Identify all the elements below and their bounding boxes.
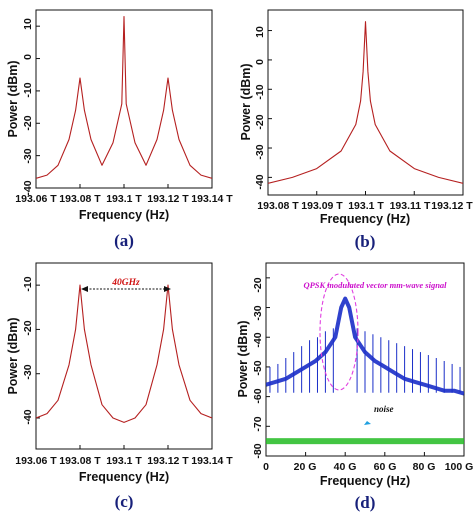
x-axis-label-d: Frequency (Hz) (320, 474, 410, 488)
panel-c: 40GHz 193.06 T 193.08 T 193.1 T 193.12 T… (6, 262, 233, 511)
x-tick-label-a-4: 193.12 T (147, 193, 189, 205)
spacing-annotation: 40GHz (111, 278, 140, 288)
x-axis-label-a: Frequency (Hz) (79, 208, 169, 222)
spacing-arrow-head-left (81, 286, 88, 292)
x-axis-label-c: Frequency (Hz) (79, 470, 169, 484)
x-tick-label-d-1: 0 (263, 461, 269, 473)
x-tick-label-b-3: 193.1 T (348, 200, 384, 212)
y-tick-label-a-3: -10 (22, 82, 34, 97)
x-axis-label-b: Frequency (Hz) (320, 212, 410, 226)
x-tick-label-c-5: 193.14 T (191, 455, 233, 467)
y-tick-label-d-2: -30 (252, 305, 264, 320)
panel-label-c: (c) (115, 492, 134, 511)
ticks-c (35, 284, 213, 449)
lines-c (36, 284, 212, 423)
panel-label-d: (d) (355, 493, 376, 512)
y-tick-label-d-4: -50 (252, 360, 264, 375)
y-tick-label-a-4: -20 (22, 115, 34, 130)
y-tick-label-c-4: -40 (22, 409, 34, 424)
panel-d: QPSK modulated vector mm-wave signal noi… (236, 262, 474, 512)
y-tick-label-d-3: -40 (252, 332, 264, 347)
x-tick-label-c-2: 193.08 T (59, 455, 101, 467)
panel-label-b: (b) (355, 232, 376, 251)
ticks-d (265, 277, 465, 457)
y-tick-label-d-6: -70 (252, 416, 264, 431)
signal-spectrum-line (266, 296, 464, 396)
x-tick-label-b-1: 193.08 T (257, 200, 299, 212)
y-tick-label-a-5: -30 (22, 148, 34, 163)
x-tick-label-d-2: 20 G (294, 461, 317, 473)
plot-area-a (36, 15, 212, 179)
y-tick-label-a-6: -40 (22, 180, 34, 195)
panel-label-a: (a) (114, 231, 134, 250)
signal-annotation: QPSK modulated vector mm-wave signal (303, 280, 447, 290)
spacing-arrow-head-right (164, 286, 171, 292)
x-tick-label-d-3: 40 G (334, 461, 357, 473)
y-tick-label-b-2: 0 (254, 59, 266, 65)
y-axis-label-b: Power (dBm) (239, 63, 253, 140)
lines-b (268, 21, 463, 184)
plot-area-c (36, 284, 212, 423)
y-tick-label-a-2: 0 (22, 54, 34, 60)
x-tick-label-b-4: 193.11 T (390, 200, 431, 212)
spectrum-line-c (36, 284, 212, 423)
y-tick-label-c-3: -30 (22, 364, 34, 379)
x-tick-label-d-5: 80 G (413, 461, 436, 473)
signal-highlight-ellipse (319, 273, 359, 391)
panel-b: 193.08 T 193.09 T 193.1 T 193.11 T 193.1… (239, 9, 473, 251)
panel-a: 193.06 T 193.08 T 193.1 T 193.12 T 193.1… (6, 9, 233, 250)
plot-area-b (268, 21, 463, 184)
noise-pointer-icon (364, 421, 371, 425)
plot-frame-d (265, 262, 465, 457)
y-tick-label-a-1: 10 (22, 18, 34, 30)
noise-band (266, 438, 464, 445)
plot-frame-c (35, 262, 213, 450)
y-tick-label-b-4: -20 (254, 114, 266, 129)
x-tick-label-c-3: 193.1 T (106, 455, 142, 467)
y-tick-label-c-2: -20 (22, 320, 34, 335)
y-tick-label-b-3: -10 (254, 84, 266, 99)
y-axis-label-d: Power (dBm) (236, 320, 250, 397)
y-axis-label-a: Power (dBm) (6, 60, 20, 137)
x-tick-label-d-4: 60 G (374, 461, 397, 473)
ticks-a (35, 25, 213, 189)
spectrum-line-a (36, 15, 212, 179)
x-tick-label-a-3: 193.1 T (106, 193, 142, 205)
x-tick-label-a-2: 193.08 T (59, 193, 101, 205)
x-tick-label-c-1: 193.06 T (15, 455, 57, 467)
plot-frame-b (267, 9, 464, 196)
x-tick-label-c-4: 193.12 T (147, 455, 189, 467)
y-tick-label-b-6: -40 (254, 174, 266, 189)
y-tick-label-b-5: -30 (254, 144, 266, 159)
y-tick-label-c-1: -10 (22, 276, 34, 291)
x-tick-label-a-5: 193.14 T (191, 193, 233, 205)
ticks-b (267, 30, 464, 195)
noise-annotation: noise (374, 404, 394, 414)
x-tick-label-b-5: 193.12 T (431, 200, 473, 212)
y-tick-label-d-1: -20 (252, 277, 264, 292)
x-tick-label-b-2: 193.09 T (301, 200, 343, 212)
y-tick-label-d-5: -60 (252, 388, 264, 403)
lines-a (36, 15, 212, 179)
y-tick-label-d-7: -80 (252, 443, 264, 458)
spectrum-line-b (268, 21, 463, 184)
y-axis-label-c: Power (dBm) (6, 317, 20, 394)
lines-d (266, 296, 464, 445)
y-tick-label-b-1: 10 (254, 26, 266, 38)
plot-area-d (266, 296, 464, 445)
x-tick-label-a-1: 193.06 T (15, 193, 57, 205)
x-tick-label-d-6: 100 G (445, 461, 474, 473)
